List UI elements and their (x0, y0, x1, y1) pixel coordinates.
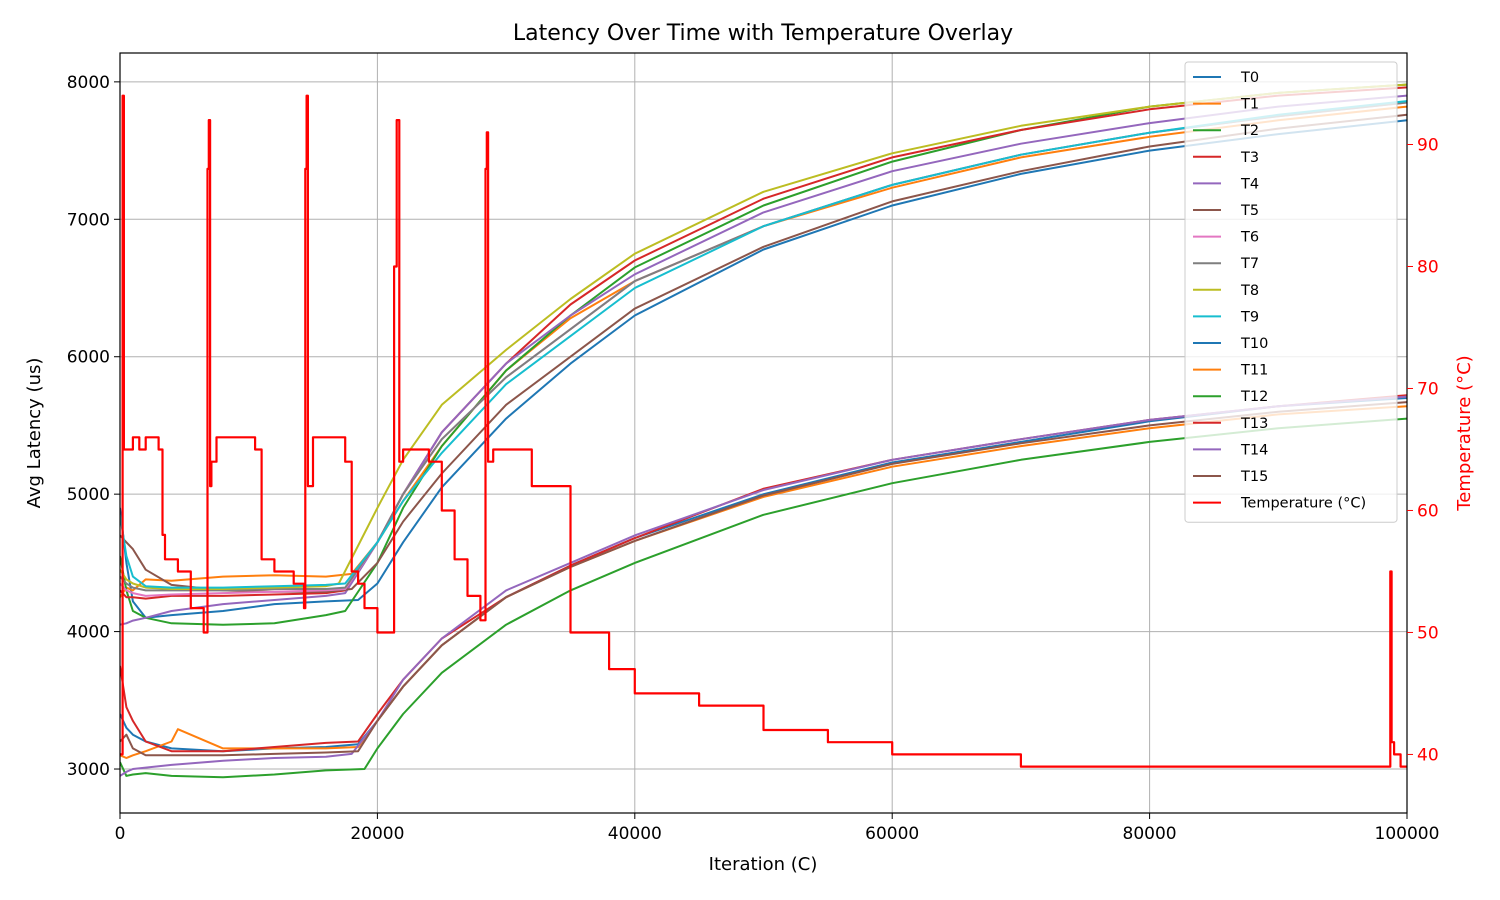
legend-label-t13: T13 (1240, 416, 1268, 432)
plot-frame (119, 52, 1408, 814)
y2-tick-label: 60 (1417, 501, 1439, 521)
legend-label-t9: T9 (1240, 309, 1259, 325)
series-line-t12 (120, 417, 1407, 779)
series-line-t15 (120, 401, 1407, 757)
y-tick-label: 3000 (67, 760, 110, 780)
legend-label-t8: T8 (1240, 283, 1259, 299)
y2-tick-label: 70 (1417, 379, 1439, 399)
x-tick-label: 60000 (865, 824, 919, 844)
series-line-t2 (120, 83, 1407, 626)
series-line-t0 (120, 119, 1407, 619)
legend-label-t11: T11 (1240, 363, 1268, 379)
x-tick-label: 100000 (1375, 824, 1440, 844)
x-axis: 0 20000 40000 60000 80000 100000 (115, 813, 1440, 844)
y-tick-label: 7000 (67, 210, 110, 230)
legend-box (1184, 61, 1398, 523)
chart-title: Latency Over Time with Temperature Overl… (513, 21, 1013, 46)
legend-label-t5: T5 (1240, 203, 1259, 219)
x-tick-label: 80000 (1123, 824, 1177, 844)
y2-axis-title: Temperature (°C) (1454, 355, 1475, 511)
legend-label-t1: T1 (1240, 97, 1259, 113)
y-axis-left: 3000 4000 5000 6000 7000 8000 (67, 73, 120, 780)
y2-tick-label: 40 (1417, 745, 1439, 765)
x-tick-label: 20000 (350, 824, 404, 844)
y-axis-title: Avg Latency (us) (24, 358, 45, 509)
x-axis-title: Iteration (C) (709, 854, 818, 875)
x-tick-label: 40000 (608, 824, 662, 844)
y2-tick-label: 90 (1417, 135, 1439, 155)
y-tick-label: 4000 (67, 623, 110, 643)
legend-label-t7: T7 (1240, 256, 1259, 272)
legend-label-t15: T15 (1240, 469, 1268, 485)
series-line-t9 (120, 100, 1407, 589)
legend-label-t4: T4 (1240, 176, 1259, 192)
y-tick-label: 8000 (67, 73, 110, 93)
temperature-series-group (120, 94, 1407, 768)
legend-label-t14: T14 (1240, 442, 1268, 458)
legend-label-t12: T12 (1240, 389, 1268, 405)
legend-label-t6: T6 (1240, 230, 1259, 246)
legend-label-t3: T3 (1240, 150, 1259, 166)
y-tick-label: 6000 (67, 348, 110, 368)
legend: T0 T1 T2 T3 T4 T5 T6 T7 T8 T9 T10 T11 T12 T13 T14 T15 Te… (1184, 61, 1398, 523)
series-line-temperature-c (120, 94, 1407, 768)
series-line-t5 (120, 113, 1407, 593)
y2-tick-label: 80 (1417, 257, 1439, 277)
y2-tick-label: 50 (1417, 623, 1439, 643)
x-tick-label: 0 (115, 824, 126, 844)
y-tick-label: 5000 (67, 485, 110, 505)
legend-label-t0: T0 (1240, 70, 1259, 86)
legend-label-t2: T2 (1240, 123, 1259, 139)
legend-label-t10: T10 (1240, 336, 1268, 352)
legend-label-temperature-c: Temperature (°C) (1240, 496, 1366, 512)
y-axis-right: 40 50 60 70 80 90 (1407, 135, 1439, 765)
series-line-t14 (120, 395, 1407, 777)
latency-series-group (120, 83, 1407, 779)
